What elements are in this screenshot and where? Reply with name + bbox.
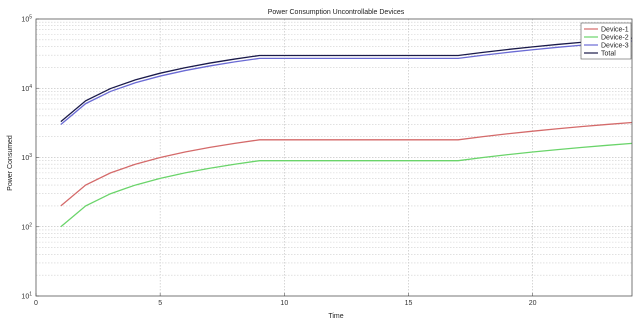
x-tick-label: 20 xyxy=(529,300,537,307)
x-tick-label: 0 xyxy=(34,300,38,307)
x-tick-label: 15 xyxy=(405,300,413,307)
y-tick-label: 101 xyxy=(21,292,32,301)
y-tick-label: 105 xyxy=(21,15,32,24)
x-tick-label: 5 xyxy=(158,300,162,307)
legend-entry: Total xyxy=(601,51,616,58)
y-tick-label: 103 xyxy=(21,153,32,162)
chart-title: Power Consumption Uncontrollable Devices xyxy=(268,9,405,16)
series-line-device-1 xyxy=(60,121,633,207)
legend-entry: Device-1 xyxy=(601,27,629,34)
x-axis-ticks: 0 5 10 15 20 xyxy=(34,293,537,307)
series-line-device-3 xyxy=(60,40,633,125)
y-axis-ticks: 101 102 103 104 105 xyxy=(21,15,39,301)
series-line-device-2 xyxy=(60,142,633,228)
x-axis-label: Time xyxy=(328,313,343,320)
series-layer xyxy=(60,37,633,228)
grid-lines xyxy=(36,19,632,296)
y-axis-label: Power Consumed xyxy=(7,135,14,191)
x-tick-label: 10 xyxy=(280,300,288,307)
legend-entry: Device-3 xyxy=(601,43,629,50)
y-tick-label: 102 xyxy=(21,222,32,231)
y-tick-label: 104 xyxy=(21,84,32,93)
legend-entry: Device-2 xyxy=(601,35,629,42)
series-line-total xyxy=(60,37,633,123)
